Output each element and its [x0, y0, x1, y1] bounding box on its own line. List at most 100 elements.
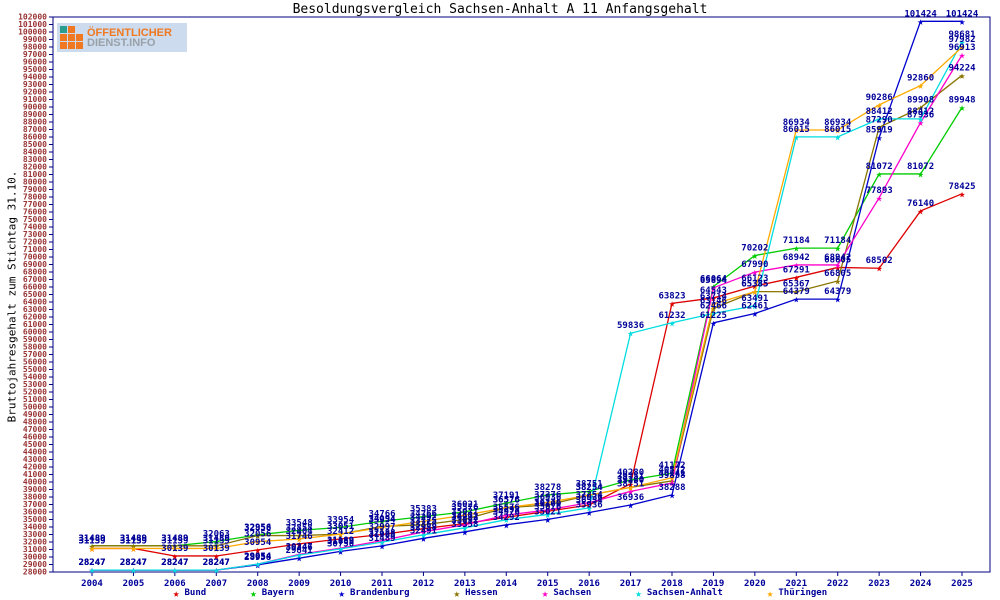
star-marker: ★: [544, 496, 551, 509]
data-label: 64379: [824, 287, 851, 297]
data-label: 28247: [203, 558, 230, 568]
data-label: 31489: [161, 534, 188, 544]
data-label: 29841: [286, 546, 313, 556]
star-marker: ★: [669, 467, 676, 480]
star-marker: ★: [917, 101, 924, 114]
star-marker: ★: [586, 496, 593, 509]
data-label: 63823: [658, 291, 685, 301]
star-marker: ★: [586, 506, 593, 519]
oeffentlicher-dienst-logo[interactable]: ÖFFENTLICHER DIENST.INFO: [57, 23, 187, 52]
data-label: 31489: [120, 534, 147, 544]
data-label: 33954: [327, 515, 355, 525]
y-tick-label: 52000: [23, 388, 47, 397]
y-tick-label: 67000: [23, 275, 47, 284]
star-marker: ★: [834, 261, 841, 274]
x-tick-label: 2009: [288, 579, 310, 589]
y-tick-label: 92000: [23, 88, 47, 97]
y-tick-label: 55000: [23, 365, 47, 374]
star-marker: ★: [420, 510, 427, 523]
data-label: 28247: [120, 558, 147, 568]
star-marker: ★: [834, 274, 841, 287]
y-tick-label: 38000: [23, 493, 47, 502]
x-tick-label: 2021: [785, 579, 807, 589]
data-label: 63146: [700, 296, 727, 306]
legend-marker-icon: ★: [338, 586, 345, 600]
star-marker: ★: [254, 535, 261, 548]
star-marker: ★: [503, 518, 510, 531]
star-marker: ★: [254, 558, 261, 571]
star-marker: ★: [296, 524, 303, 537]
y-tick-label: 50000: [23, 403, 47, 412]
x-tick-label: 2024: [910, 579, 932, 589]
star-marker: ★: [420, 518, 427, 531]
y-tick-label: 46000: [23, 433, 47, 442]
data-label: 32188: [368, 529, 395, 539]
y-tick-label: 39000: [23, 485, 47, 494]
legend-label: Bund: [184, 588, 207, 598]
star-marker: ★: [379, 520, 386, 533]
data-label: 32412: [327, 527, 354, 537]
data-label: 65385: [741, 280, 768, 290]
star-marker: ★: [89, 564, 96, 577]
data-label: 28247: [161, 558, 188, 568]
data-label: 101424: [946, 9, 979, 19]
y-tick-label: 81000: [23, 170, 47, 179]
star-marker: ★: [710, 280, 717, 293]
data-label: 33775: [410, 517, 437, 527]
y-tick-label: 98000: [23, 43, 47, 52]
data-label: 28247: [78, 558, 105, 568]
data-label: 76140: [907, 199, 934, 209]
data-label: 35293: [493, 505, 520, 515]
y-tick-label: 70000: [23, 253, 47, 262]
data-label: 86015: [824, 125, 851, 135]
star-marker: ★: [959, 187, 966, 200]
data-label: 30139: [161, 544, 188, 554]
star-marker: ★: [172, 564, 179, 577]
x-tick-label: 2008: [247, 579, 269, 589]
legend-marker-icon: ★: [250, 586, 257, 600]
data-label: 29054: [244, 552, 272, 562]
data-label: 28247: [120, 558, 147, 568]
star-marker: ★: [917, 79, 924, 92]
x-tick-label: 2010: [330, 579, 352, 589]
star-marker: ★: [710, 298, 717, 311]
data-label: 31489: [120, 534, 147, 544]
logo-text-line1: ÖFFENTLICHER: [87, 26, 172, 39]
data-label: 34292: [451, 513, 478, 523]
data-label: 30246: [286, 543, 313, 553]
star-marker: ★: [172, 542, 179, 555]
data-label: 28247: [161, 558, 188, 568]
star-marker: ★: [793, 258, 800, 271]
star-marker: ★: [337, 528, 344, 541]
data-label: 36021: [451, 500, 478, 510]
star-marker: ★: [876, 112, 883, 125]
data-label: 32958: [410, 523, 437, 533]
y-tick-label: 68000: [23, 268, 47, 277]
y-tick-label: 42000: [23, 463, 47, 472]
star-marker: ★: [876, 121, 883, 134]
star-marker: ★: [876, 191, 883, 204]
y-tick-label: 66000: [23, 283, 47, 292]
star-marker: ★: [710, 291, 717, 304]
data-label: 38278: [534, 483, 561, 493]
star-marker: ★: [420, 525, 427, 538]
star-marker: ★: [752, 266, 759, 279]
data-label: 33892: [451, 516, 478, 526]
star-marker: ★: [669, 471, 676, 484]
data-label: 61232: [658, 311, 685, 321]
star-marker: ★: [462, 521, 469, 534]
data-label: 68942: [824, 253, 851, 263]
x-tick-label: 2004: [81, 579, 103, 589]
star-marker: ★: [337, 545, 344, 558]
star-marker: ★: [544, 505, 551, 518]
star-marker: ★: [296, 549, 303, 562]
y-tick-label: 93000: [23, 80, 47, 89]
data-label: 33358: [410, 520, 437, 530]
data-label: 37276: [534, 490, 561, 500]
star-marker: ★: [462, 513, 469, 526]
star-marker: ★: [710, 316, 717, 329]
y-tick-label: 73000: [23, 230, 47, 239]
star-marker: ★: [834, 123, 841, 136]
star-marker: ★: [876, 98, 883, 111]
